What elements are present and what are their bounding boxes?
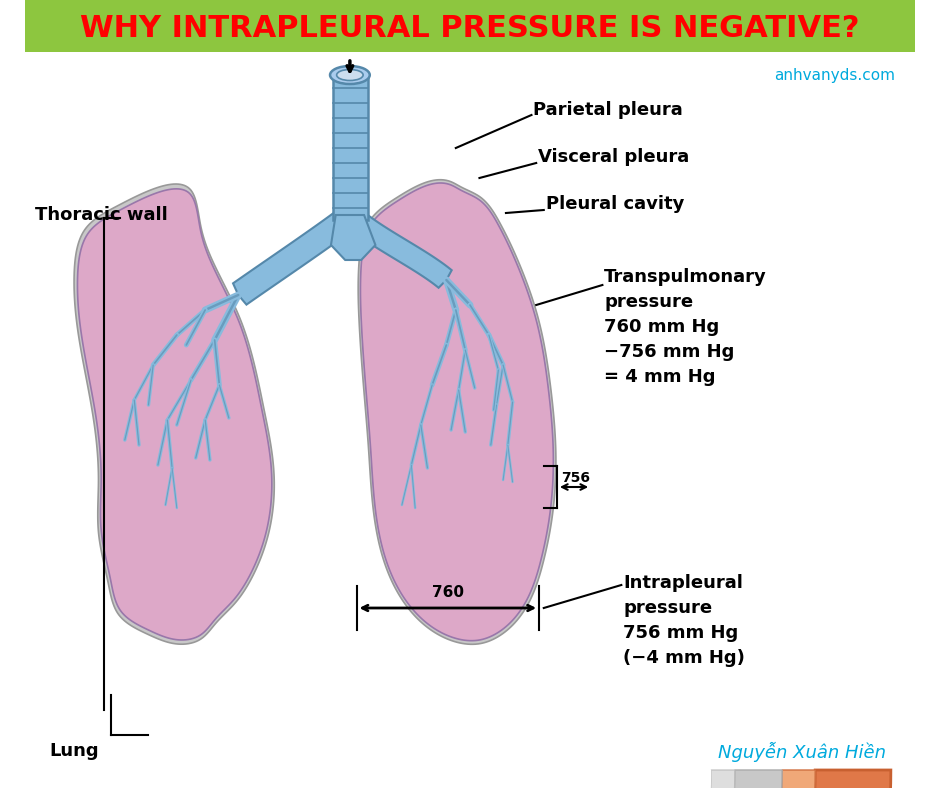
Polygon shape bbox=[0, 770, 735, 788]
Text: 756: 756 bbox=[561, 471, 589, 485]
Text: Transpulmonary
pressure
760 mm Hg
−756 mm Hg
= 4 mm Hg: Transpulmonary pressure 760 mm Hg −756 m… bbox=[604, 268, 767, 386]
Text: 760: 760 bbox=[431, 585, 463, 600]
Text: WHY INTRAPLEURAL PRESSURE IS NEGATIVE?: WHY INTRAPLEURAL PRESSURE IS NEGATIVE? bbox=[80, 13, 860, 43]
Polygon shape bbox=[350, 211, 452, 288]
Polygon shape bbox=[233, 210, 352, 305]
Polygon shape bbox=[0, 770, 782, 788]
Polygon shape bbox=[0, 770, 815, 788]
Text: Pleural cavity: Pleural cavity bbox=[545, 195, 684, 213]
Text: Nguyễn Xuân Hiền: Nguyễn Xuân Hiền bbox=[718, 742, 886, 762]
Polygon shape bbox=[333, 75, 368, 220]
Text: Visceral pleura: Visceral pleura bbox=[538, 148, 689, 166]
Ellipse shape bbox=[330, 66, 369, 84]
Text: Parietal pleura: Parietal pleura bbox=[533, 101, 683, 119]
Polygon shape bbox=[331, 215, 375, 260]
Ellipse shape bbox=[337, 69, 363, 80]
Polygon shape bbox=[358, 180, 556, 645]
Polygon shape bbox=[74, 184, 274, 644]
Polygon shape bbox=[360, 183, 554, 641]
Text: Lung: Lung bbox=[49, 742, 99, 760]
Polygon shape bbox=[0, 770, 891, 788]
Text: Thoracic wall: Thoracic wall bbox=[35, 206, 167, 224]
FancyBboxPatch shape bbox=[25, 0, 915, 52]
Text: anhvanyds.com: anhvanyds.com bbox=[775, 68, 896, 83]
Text: Intrapleural
pressure
756 mm Hg
(−4 mm Hg): Intrapleural pressure 756 mm Hg (−4 mm H… bbox=[623, 574, 745, 667]
Polygon shape bbox=[0, 770, 712, 788]
Polygon shape bbox=[77, 189, 272, 640]
